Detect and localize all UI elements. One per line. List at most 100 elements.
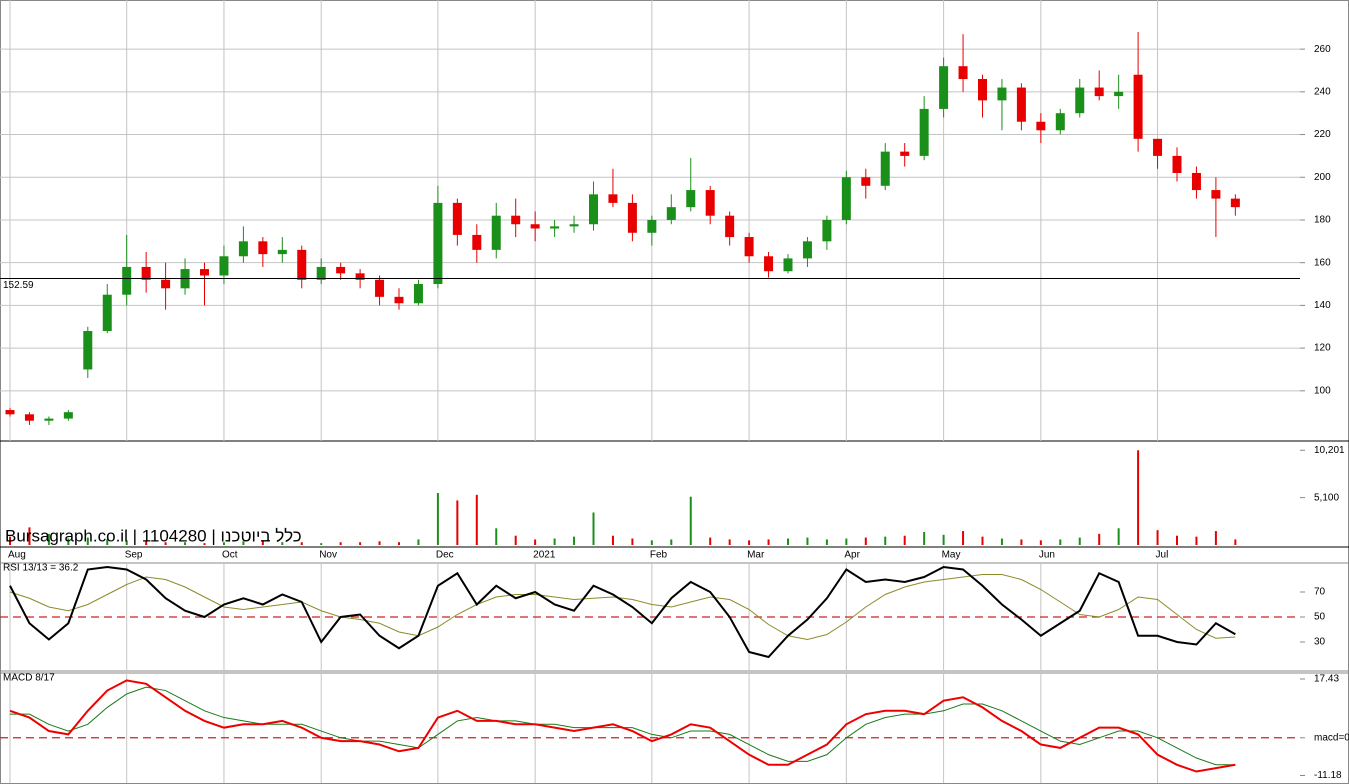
- volume-bar: [1137, 450, 1140, 545]
- candle-body: [355, 273, 365, 280]
- candle-body: [122, 266, 132, 295]
- volume-bar: [9, 536, 11, 545]
- candle-body: [24, 414, 34, 421]
- candle-body: [783, 258, 793, 272]
- volume-bar: [1078, 537, 1081, 545]
- candle-body: [1230, 198, 1240, 208]
- volume-bar: [534, 539, 537, 545]
- x-tick-label: 2021: [533, 550, 556, 561]
- volume-bar: [670, 539, 673, 545]
- candle-body: [83, 331, 93, 370]
- volume-bar: [1059, 539, 1062, 545]
- volume-bar: [145, 541, 148, 545]
- candle-body: [900, 151, 910, 156]
- volume-bar: [650, 540, 653, 545]
- candle-body: [686, 190, 696, 208]
- volume-bar: [222, 542, 225, 545]
- x-tick-label: Sep: [125, 550, 143, 561]
- y-tick-label: 10,201: [1314, 445, 1345, 456]
- x-tick-label: Feb: [650, 550, 668, 561]
- candle-body: [1016, 87, 1026, 122]
- volume-bar: [787, 538, 789, 545]
- candle-body: [5, 410, 15, 415]
- candle-body: [511, 215, 521, 225]
- candle-body: [725, 215, 735, 238]
- candle-body: [1133, 74, 1143, 139]
- x-tick-label: Aug: [8, 550, 26, 561]
- volume-bar: [164, 542, 167, 545]
- volume-bar: [884, 536, 887, 545]
- series-line: [9, 574, 1236, 641]
- candle-body: [258, 241, 268, 255]
- volume-bar: [942, 534, 945, 545]
- x-tick-label: Nov: [319, 550, 337, 561]
- volume-bar: [320, 543, 323, 545]
- candle-body: [63, 412, 73, 419]
- y-tick-label: 5,100: [1314, 492, 1339, 503]
- panel-title: MACD 8/17: [3, 673, 55, 684]
- volume-bar: [495, 528, 498, 545]
- candle-body: [491, 215, 501, 250]
- y-tick-label: 260: [1314, 44, 1331, 55]
- candle-body: [1094, 87, 1104, 97]
- candle-body: [550, 226, 560, 229]
- y-tick-label: 17.43: [1314, 674, 1339, 685]
- candle-body: [1075, 87, 1085, 114]
- y-tick-label: 240: [1314, 86, 1331, 97]
- candle-body: [1055, 113, 1065, 131]
- watermark: Bursagraph.co.il | 1104280 | כלל ביוטכנו: [5, 526, 302, 545]
- volume-bar: [261, 540, 264, 545]
- volume-bar: [1234, 539, 1237, 545]
- candle-body: [705, 190, 715, 216]
- panel-title: RSI 13/13 = 36.2: [3, 563, 79, 574]
- volume-bar: [456, 500, 459, 545]
- volume-bar: [339, 542, 342, 545]
- volume-bar: [1000, 538, 1003, 545]
- candle-body: [666, 207, 676, 220]
- series-line: [9, 565, 1236, 659]
- candle-body: [297, 249, 307, 280]
- candle-body: [316, 266, 326, 280]
- candle-body: [978, 79, 987, 101]
- candle-body: [375, 279, 385, 297]
- volume-bar: [728, 539, 731, 545]
- x-tick-label: Dec: [436, 550, 454, 561]
- volume-bar: [864, 537, 867, 545]
- candle-body: [200, 269, 209, 276]
- candle-body: [627, 202, 637, 233]
- volume-bar: [592, 512, 595, 545]
- y-tick-label: 50: [1314, 612, 1326, 623]
- x-tick-label: Jul: [1156, 550, 1169, 561]
- candle-body: [1172, 155, 1182, 173]
- volume-bar: [436, 493, 439, 545]
- volume-bar: [242, 541, 245, 545]
- volume-bar: [748, 540, 751, 545]
- y-tick-label: 100: [1314, 385, 1331, 396]
- candle-body: [277, 249, 287, 255]
- volume-bar: [1214, 531, 1217, 545]
- volume-bar: [125, 540, 128, 545]
- volume-bar: [573, 536, 576, 545]
- y-tick-label: 160: [1314, 257, 1331, 268]
- volume-bar: [106, 539, 109, 545]
- x-tick-label: Jun: [1039, 550, 1055, 561]
- volume-bar: [806, 537, 809, 545]
- volume-bar: [1039, 540, 1042, 545]
- volume-bar: [1176, 535, 1178, 545]
- volume-bar: [86, 537, 89, 545]
- candle-body: [1036, 121, 1046, 131]
- candle-body: [1153, 138, 1163, 156]
- candle-body: [1191, 172, 1201, 191]
- candle-body: [958, 66, 968, 80]
- candle-body: [452, 202, 462, 235]
- volume-bar: [767, 539, 770, 545]
- volume-bar: [28, 527, 31, 545]
- candle-body: [802, 241, 812, 259]
- volume-bar: [1117, 528, 1120, 545]
- volume-bar: [417, 539, 420, 545]
- volume-bar: [475, 494, 478, 545]
- volume-bar: [709, 537, 712, 545]
- x-tick-label: May: [942, 550, 961, 561]
